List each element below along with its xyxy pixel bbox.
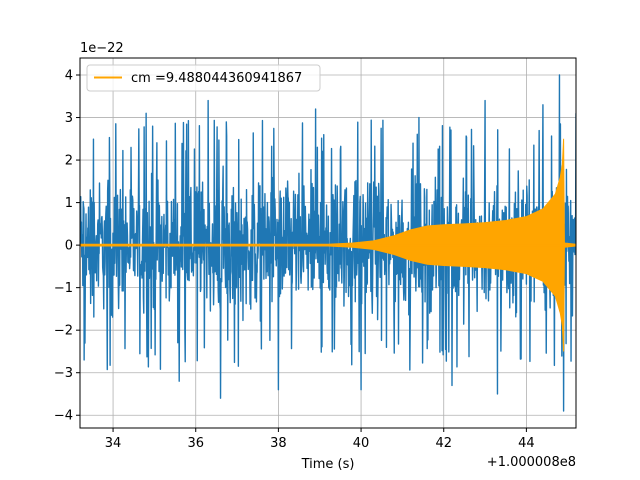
x-tick-label: 34 — [105, 436, 122, 451]
plot-frame — [79, 57, 577, 429]
legend-box — [86, 64, 321, 92]
y-tick-label: 0 — [65, 239, 73, 254]
y-tick-label: 4 — [65, 69, 73, 84]
legend-label: cm =9.488044360941867 — [131, 71, 302, 86]
y-tick-label: 1 — [65, 196, 73, 211]
x-tick-label: 36 — [187, 436, 204, 451]
noise-series-line — [80, 74, 576, 412]
x-tick-label: 44 — [518, 436, 535, 451]
y-axis: −4 −3 −2 −1 0 1 2 3 4 — [54, 69, 80, 424]
y-tick-label: −3 — [54, 366, 73, 381]
series-layer — [80, 74, 576, 412]
y-tick-label: −2 — [54, 324, 73, 339]
y-tick-label: 3 — [65, 111, 73, 126]
x-tick-label: 42 — [435, 436, 452, 451]
y-tick-label: −4 — [54, 409, 73, 424]
y-scale-label: 1e−22 — [80, 41, 124, 56]
x-axis-label: Time (s) — [301, 457, 355, 472]
x-tick-label: 38 — [270, 436, 287, 451]
legend: cm =9.488044360941867 — [86, 64, 321, 92]
x-tick-label: 40 — [353, 436, 370, 451]
y-tick-label: −1 — [54, 281, 73, 296]
x-offset-label: +1.000008e8 — [487, 455, 576, 470]
y-tick-label: 2 — [65, 154, 73, 169]
x-axis: 34 36 38 40 42 44 — [105, 428, 535, 451]
